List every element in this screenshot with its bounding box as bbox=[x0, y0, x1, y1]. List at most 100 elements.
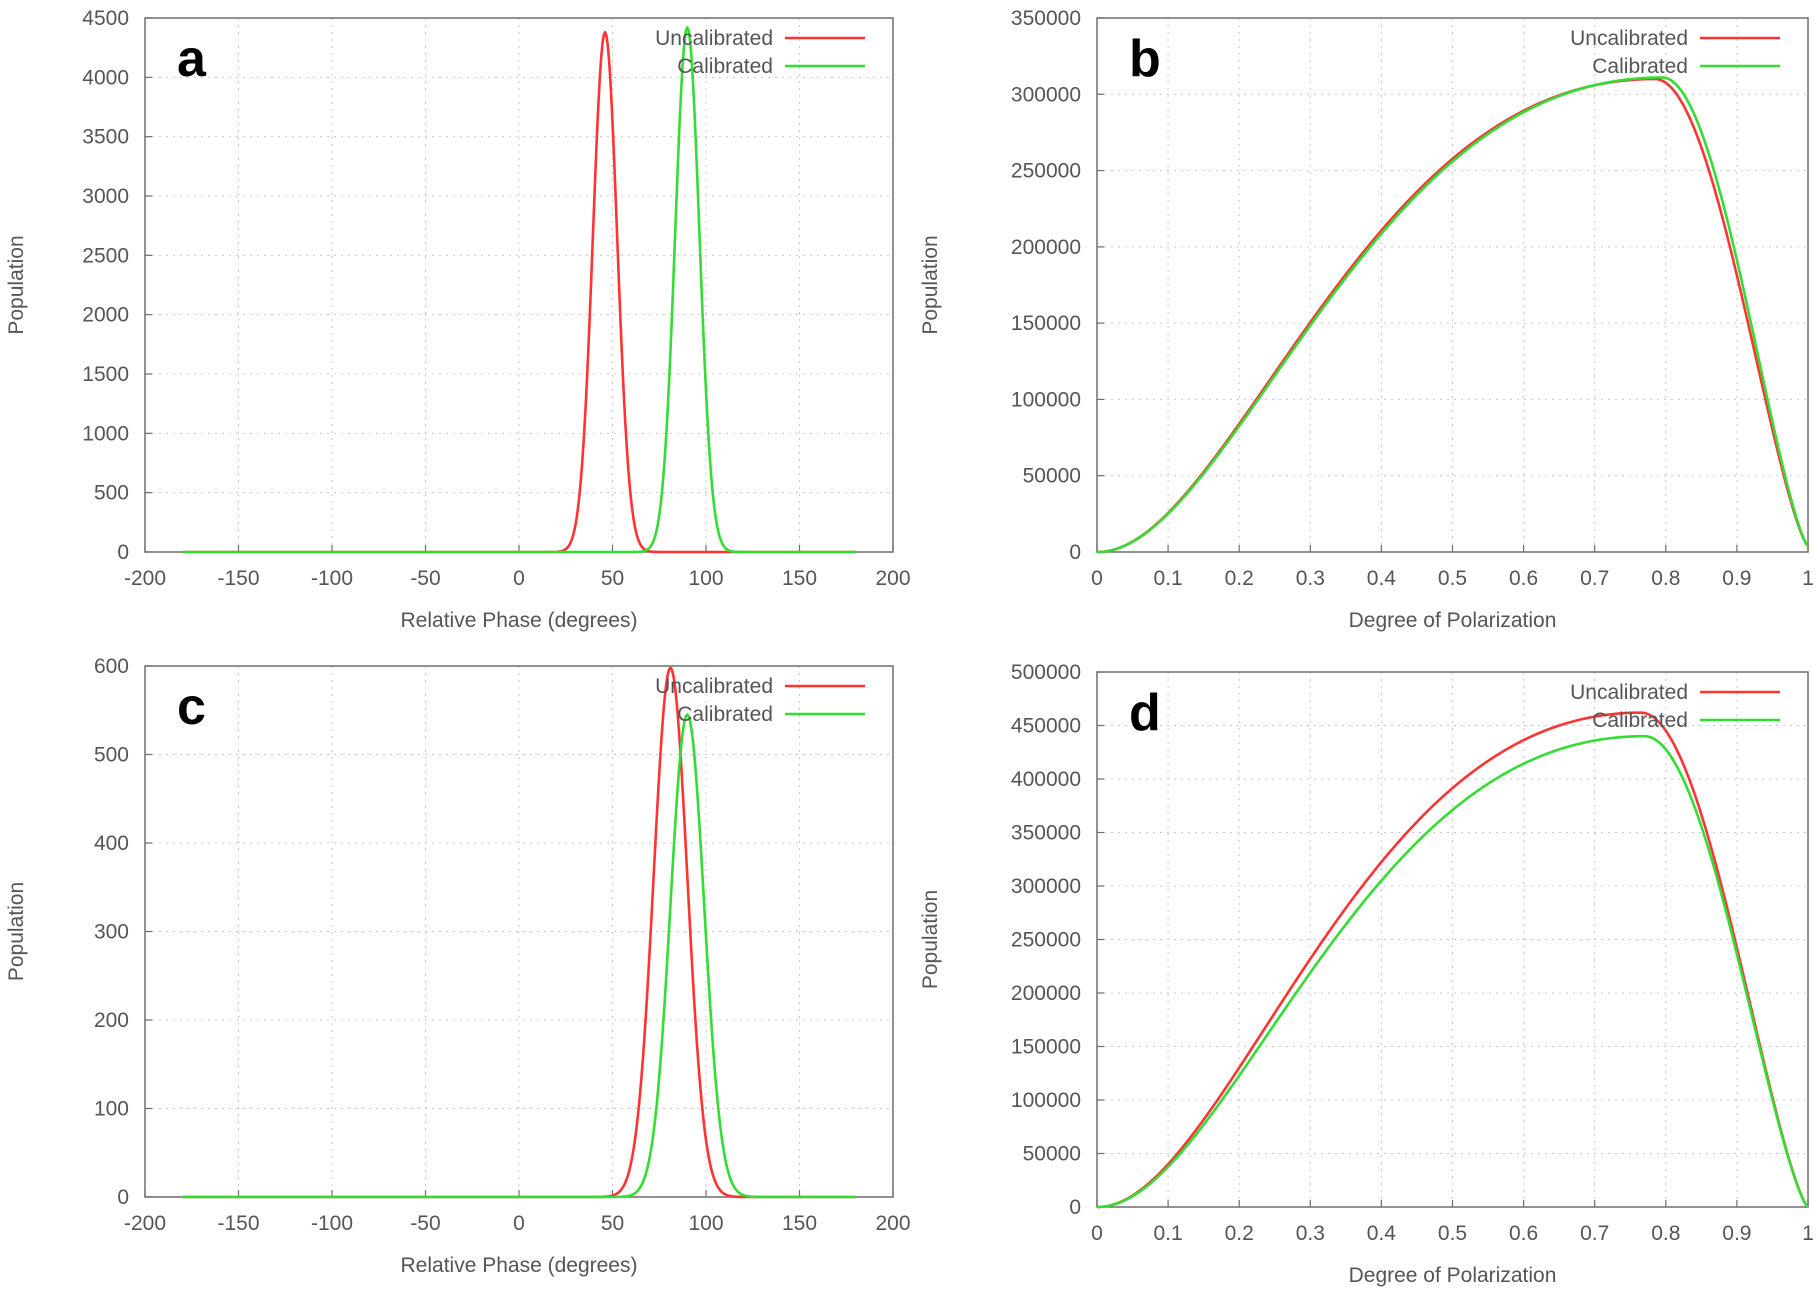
panel-b: 0 0.1 0.2 0.3 0.4 0.5 0.6 0.7 0.8 0.9 1 0 50000 10000… bbox=[919, 7, 1814, 632]
series-line-calibrated bbox=[1096, 76, 1809, 554]
y-axis-title: Population bbox=[919, 235, 942, 334]
y-tick-label: 3000 bbox=[82, 185, 129, 208]
x-tick-label: 0.7 bbox=[1580, 1222, 1609, 1245]
legend-label: Uncalibrated bbox=[1570, 681, 1688, 704]
legend-label: Calibrated bbox=[677, 703, 773, 726]
x-axis-title: Relative Phase (degrees) bbox=[401, 1254, 638, 1277]
legend-label: Calibrated bbox=[1592, 709, 1688, 732]
x-axis-title: Relative Phase (degrees) bbox=[401, 609, 638, 632]
y-tick-label: 200 bbox=[94, 1009, 129, 1032]
y-tick-label: 350000 bbox=[1011, 822, 1081, 845]
y-tick-label: 50000 bbox=[1023, 465, 1081, 488]
y-tick-label: 250000 bbox=[1011, 929, 1081, 952]
y-tick-label: 100 bbox=[94, 1098, 129, 1121]
x-tick-label: -200 bbox=[124, 567, 166, 590]
x-tick-label: 0.9 bbox=[1722, 1222, 1751, 1245]
x-tick-label: 200 bbox=[875, 567, 910, 590]
x-tick-label: 0.6 bbox=[1509, 567, 1538, 590]
y-tick-label: 3500 bbox=[82, 126, 129, 149]
y-tick-label: 400000 bbox=[1011, 768, 1081, 791]
x-tick-label: -200 bbox=[124, 1212, 166, 1235]
y-axis-title: Population bbox=[5, 235, 28, 334]
x-tick-label: 0.1 bbox=[1153, 1222, 1182, 1245]
y-tick-label: 0 bbox=[117, 1186, 129, 1209]
x-tick-label: 0.2 bbox=[1225, 1222, 1254, 1245]
x-tick-label: 0.4 bbox=[1367, 1222, 1397, 1245]
x-tick-label: 200 bbox=[875, 1212, 910, 1235]
x-tick-label: -50 bbox=[410, 567, 440, 590]
x-tick-label: 100 bbox=[688, 1212, 723, 1235]
series-line-calibrated bbox=[182, 26, 856, 554]
x-axis-title: Degree of Polarization bbox=[1349, 1264, 1557, 1287]
y-tick-label: 500 bbox=[94, 482, 129, 505]
y-tick-label: 4000 bbox=[82, 66, 129, 89]
y-tick-label: 300 bbox=[94, 921, 129, 944]
x-tick-label: 0.5 bbox=[1438, 1222, 1467, 1245]
legend-label: Uncalibrated bbox=[655, 27, 773, 50]
y-tick-label: 400 bbox=[94, 832, 129, 855]
legend-label: Uncalibrated bbox=[655, 675, 773, 698]
y-axis-title: Population bbox=[919, 890, 942, 989]
x-tick-label: 0.3 bbox=[1296, 1222, 1325, 1245]
y-tick-label: 150000 bbox=[1011, 1036, 1081, 1059]
x-tick-label: 0.8 bbox=[1651, 1222, 1680, 1245]
x-tick-label: 0.5 bbox=[1438, 567, 1467, 590]
y-tick-label: 350000 bbox=[1011, 7, 1081, 30]
y-tick-label: 200000 bbox=[1011, 982, 1081, 1005]
x-tick-label: -150 bbox=[217, 1212, 259, 1235]
x-tick-label: 150 bbox=[782, 567, 817, 590]
panel-c: -200 -150 -100 -50 0 50 100 150 200 0 100 200 300 400… bbox=[5, 655, 911, 1277]
x-tick-label: -100 bbox=[311, 1212, 353, 1235]
panel-label: a bbox=[177, 30, 207, 88]
y-tick-label: 300000 bbox=[1011, 875, 1081, 898]
series-line-calibrated bbox=[182, 713, 856, 1199]
x-tick-label: 50 bbox=[601, 567, 624, 590]
series-line-calibrated bbox=[1096, 734, 1809, 1209]
x-tick-label: 50 bbox=[601, 1212, 624, 1235]
x-tick-label: 150 bbox=[782, 1212, 817, 1235]
y-tick-label: 300000 bbox=[1011, 83, 1081, 106]
x-tick-label: 0.2 bbox=[1225, 567, 1254, 590]
panel-label: b bbox=[1129, 30, 1161, 88]
x-tick-label: -50 bbox=[410, 1212, 440, 1235]
x-tick-label: 1 bbox=[1802, 1222, 1814, 1245]
y-tick-label: 450000 bbox=[1011, 715, 1081, 738]
y-tick-label: 2500 bbox=[82, 244, 129, 267]
y-tick-label: 0 bbox=[117, 541, 129, 564]
y-tick-label: 1000 bbox=[82, 422, 129, 445]
x-tick-label: 0.1 bbox=[1153, 567, 1182, 590]
x-tick-label: 0 bbox=[1091, 1222, 1103, 1245]
x-tick-label: 0.8 bbox=[1651, 567, 1680, 590]
series-line-uncalibrated bbox=[1096, 711, 1809, 1209]
x-tick-label: 1 bbox=[1802, 567, 1814, 590]
y-axis-title: Population bbox=[5, 882, 28, 981]
x-tick-label: 0 bbox=[513, 567, 525, 590]
y-tick-label: 100000 bbox=[1011, 1089, 1081, 1112]
panel-d: 0 0.1 0.2 0.3 0.4 0.5 0.6 0.7 0.8 0.9 1 0 50000 10000… bbox=[919, 661, 1814, 1287]
panel-label: d bbox=[1129, 684, 1161, 742]
x-tick-label: 0.3 bbox=[1296, 567, 1325, 590]
y-tick-label: 250000 bbox=[1011, 160, 1081, 183]
y-tick-label: 0 bbox=[1069, 1196, 1081, 1219]
x-tick-label: 100 bbox=[688, 567, 723, 590]
panel-label: c bbox=[177, 678, 206, 736]
legend-label: Uncalibrated bbox=[1570, 27, 1688, 50]
y-tick-label: 150000 bbox=[1011, 312, 1081, 335]
x-axis-title: Degree of Polarization bbox=[1349, 609, 1557, 632]
x-tick-label: 0.6 bbox=[1509, 1222, 1538, 1245]
x-tick-label: 0.4 bbox=[1367, 567, 1397, 590]
y-tick-label: 0 bbox=[1069, 541, 1081, 564]
y-tick-label: 50000 bbox=[1023, 1143, 1081, 1166]
y-tick-label: 100000 bbox=[1011, 388, 1081, 411]
x-tick-label: 0 bbox=[1091, 567, 1103, 590]
x-tick-label: 0.9 bbox=[1722, 567, 1751, 590]
y-tick-label: 500000 bbox=[1011, 661, 1081, 684]
y-tick-label: 4500 bbox=[82, 7, 129, 30]
y-tick-label: 200000 bbox=[1011, 236, 1081, 259]
panel-a: -200 -150 -100 -50 0 50 100 150 2000500100015002… bbox=[5, 7, 911, 632]
y-tick-label: 1500 bbox=[82, 363, 129, 386]
y-tick-label: 2000 bbox=[82, 304, 129, 327]
legend-label: Calibrated bbox=[677, 55, 773, 78]
x-tick-label: -100 bbox=[311, 567, 353, 590]
